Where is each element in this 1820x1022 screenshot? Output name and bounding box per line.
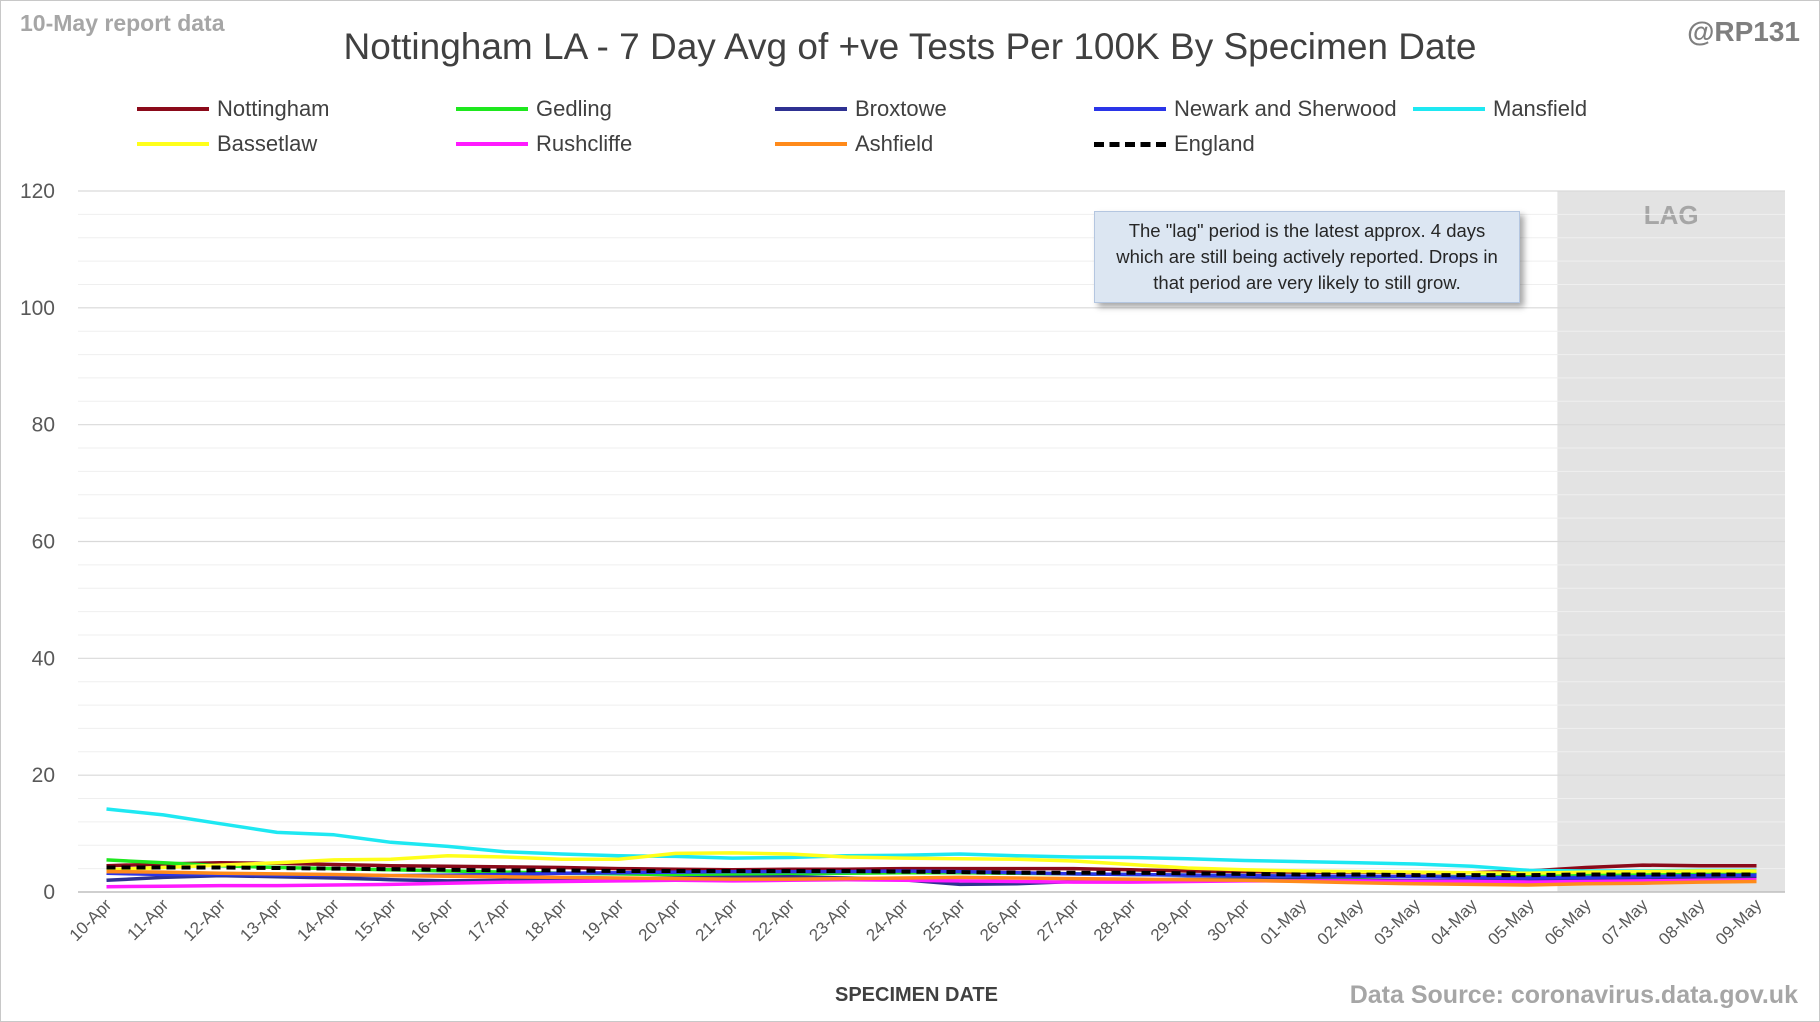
x-tick-label: 10-Apr (66, 895, 116, 945)
x-tick-label: 08-May (1655, 895, 1709, 949)
x-tick-label: 02-May (1314, 895, 1368, 949)
x-tick-label: 29-Apr (1147, 895, 1197, 945)
x-tick-label: 15-Apr (350, 895, 400, 945)
legend-label: Newark and Sherwood (1174, 96, 1397, 121)
x-tick-label: 23-Apr (805, 895, 855, 945)
x-tick-label: 19-Apr (578, 895, 628, 945)
legend-swatch (1094, 107, 1166, 111)
lag-label: LAG (1644, 200, 1699, 230)
legend-item: Bassetlaw (137, 129, 317, 159)
y-tick-label: 0 (43, 881, 55, 904)
legend-label: Broxtowe (855, 96, 947, 121)
legend-swatch (456, 107, 528, 111)
x-tick-label: 13-Apr (236, 895, 286, 945)
series-line-bassetlaw (106, 851, 1757, 876)
x-axis-title: SPECIMEN DATE (835, 984, 998, 1006)
x-tick-label: 07-May (1598, 895, 1652, 949)
y-axis-tick-labels: 0 20 40 60 80 100 120 (20, 180, 55, 904)
legend-swatch (137, 142, 209, 146)
legend-item: Rushcliffe (456, 129, 632, 159)
lag-explanation-note: The "lag" period is the latest approx. 4… (1094, 211, 1520, 303)
legend-label: England (1174, 131, 1255, 156)
legend-label: Mansfield (1493, 96, 1588, 121)
x-tick-label: 17-Apr (464, 895, 514, 945)
chart-title: Nottingham LA - 7 Day Avg of +ve Tests P… (343, 26, 1477, 67)
legend-swatch (775, 142, 847, 146)
x-tick-label: 04-May (1427, 895, 1481, 949)
legend-item: Nottingham (137, 94, 330, 124)
series-line-england (106, 865, 1757, 878)
x-tick-label: 22-Apr (749, 895, 799, 945)
y-tick-label: 40 (32, 647, 55, 670)
legend-item: Newark and Sherwood (1094, 94, 1397, 124)
series-line-mansfield (106, 807, 1757, 873)
legend-item: Gedling (456, 94, 612, 124)
x-tick-label: 01-May (1257, 895, 1311, 949)
legend-label: Ashfield (855, 131, 934, 156)
major-gridlines (78, 190, 1785, 893)
legend-swatch (775, 107, 847, 111)
x-tick-label: 12-Apr (180, 895, 230, 945)
x-tick-label: 05-May (1484, 895, 1538, 949)
legend-swatch (1413, 107, 1485, 111)
legend-item: Mansfield (1413, 94, 1587, 124)
y-tick-label: 120 (20, 180, 55, 203)
legend-item: England (1094, 129, 1255, 159)
legend-item: Broxtowe (775, 94, 947, 124)
x-tick-label: 06-May (1541, 895, 1595, 949)
x-tick-label: 14-Apr (293, 895, 343, 945)
x-tick-label: 03-May (1370, 895, 1424, 949)
legend-item: Ashfield (775, 129, 933, 159)
series-line-rushcliffe (106, 877, 1757, 889)
y-tick-label: 60 (32, 531, 55, 554)
x-tick-label: 16-Apr (407, 895, 457, 945)
y-tick-label: 100 (20, 297, 55, 320)
x-tick-label: 28-Apr (1090, 895, 1140, 945)
legend-label: Gedling (536, 96, 612, 121)
series-line-ashfield (106, 869, 1757, 887)
x-tick-label: 30-Apr (1204, 895, 1254, 945)
legend-label: Bassetlaw (217, 131, 318, 156)
data-source-label: Data Source: coronavirus.data.gov.uk (1349, 981, 1798, 1009)
x-tick-label: 09-May (1712, 895, 1766, 949)
legend-label: Rushcliffe (536, 131, 633, 156)
x-tick-label: 24-Apr (862, 895, 912, 945)
y-tick-label: 20 (32, 764, 55, 787)
chart-series (106, 807, 1757, 889)
x-tick-label: 11-Apr (124, 895, 173, 944)
legend-swatch (456, 142, 528, 146)
x-tick-label: 25-Apr (919, 895, 969, 945)
y-tick-label: 80 (32, 414, 55, 437)
legend-swatch (1094, 141, 1166, 147)
x-tick-label: 20-Apr (635, 895, 685, 945)
author-handle: @RP131 (1687, 16, 1800, 47)
x-tick-label: 18-Apr (521, 895, 571, 945)
x-tick-label: 27-Apr (1033, 895, 1083, 945)
x-axis-tick-labels: 10-Apr 11-Apr 12-Apr 13-Apr 14-Apr 15-Apr 16-A… (66, 895, 1766, 949)
x-tick-label: 26-Apr (976, 895, 1026, 945)
x-tick-label: 21-Apr (692, 895, 742, 945)
report-date-label: 10-May report data (20, 10, 225, 36)
legend-swatch (137, 107, 209, 111)
legend-label: Nottingham (217, 96, 330, 121)
